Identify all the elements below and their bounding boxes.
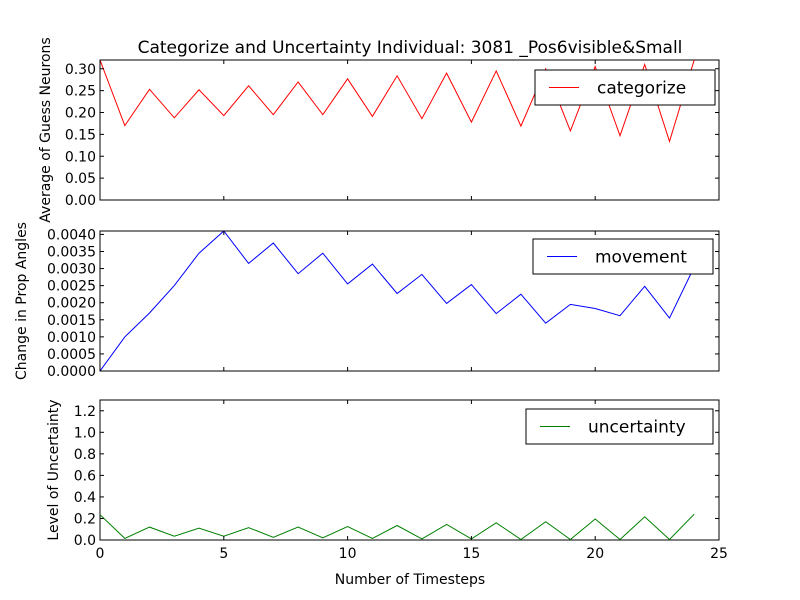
y-tick-label: 0.0020 [47, 296, 96, 312]
y-tick-label: 0.0015 [47, 313, 96, 329]
y-tick-label: 0.4 [74, 490, 96, 506]
subplot-2: 0.00000.00050.00100.00150.00200.00250.00… [14, 222, 720, 380]
y-tick-label: 1.2 [74, 404, 96, 420]
x-tick-label: 15 [462, 546, 480, 562]
legend-label-uncertainty: uncertainty [588, 418, 686, 438]
y-tick-label: 0.05 [65, 171, 96, 187]
y-tick-label: 0.10 [65, 149, 96, 165]
x-tick-label: 5 [219, 546, 228, 562]
y-tick-label: 0.2 [74, 511, 96, 527]
subplot-1: 0.00 0.05 0.10 0.15 0.20 0.25 0.30 Average of G… [38, 37, 720, 223]
y-tick-label: 0.0040 [47, 227, 96, 243]
y-tick-label: 0.0 [74, 533, 96, 549]
y-tick-label: 0.30 [65, 62, 96, 78]
axes-frame [99, 399, 720, 541]
axes-frame [99, 230, 720, 372]
legend-box [525, 408, 714, 445]
y-tick-label: 0.0005 [47, 347, 96, 363]
y-axis-label: Level of Uncertainty [46, 399, 62, 540]
y-tick-label: 0.6 [74, 468, 96, 484]
subplot-3: 0 5 10 15 20 25 0.0 0.2 0.4 0.6 0.8 1.0 1.2 Level of … [46, 399, 728, 562]
y-tick-label: 0.25 [65, 84, 96, 100]
legend: categorize [534, 69, 716, 106]
legend-label-movement: movement [595, 248, 687, 268]
y-tick-label: 1.0 [74, 425, 96, 441]
y-axis-label: Average of Guess Neurons [38, 37, 54, 222]
chart-title: Categorize and Uncertainty Individual: 3… [138, 38, 683, 58]
x-tick-label: 10 [339, 546, 357, 562]
y-tick-label: 0.15 [65, 127, 96, 143]
legend: movement [532, 238, 714, 275]
y-tick-label: 0.0000 [47, 364, 96, 380]
series-line-uncertainty [100, 513, 695, 540]
x-tick-label: 20 [586, 546, 604, 562]
x-axis-label: Number of Timesteps [335, 572, 485, 588]
legend-label-categorize: categorize [597, 79, 686, 99]
y-axis-label: Change in Prop Angles [14, 222, 30, 380]
y-tick-label: 0.0025 [47, 279, 96, 295]
series-line-movement [100, 231, 695, 371]
y-tick-label: 0.0030 [47, 262, 96, 278]
y-tick-label: 0.00 [65, 193, 96, 209]
y-tick-label: 0.0035 [47, 244, 96, 260]
x-tick-label: 0 [96, 546, 105, 562]
y-tick-label: 0.8 [74, 447, 96, 463]
axes-frame [99, 59, 720, 201]
legend: uncertainty [525, 408, 714, 445]
y-tick-label: 0.20 [65, 106, 96, 122]
series-line-categorize [100, 60, 695, 144]
y-tick-label: 0.0010 [47, 330, 96, 346]
x-tick-label: 25 [710, 546, 728, 562]
